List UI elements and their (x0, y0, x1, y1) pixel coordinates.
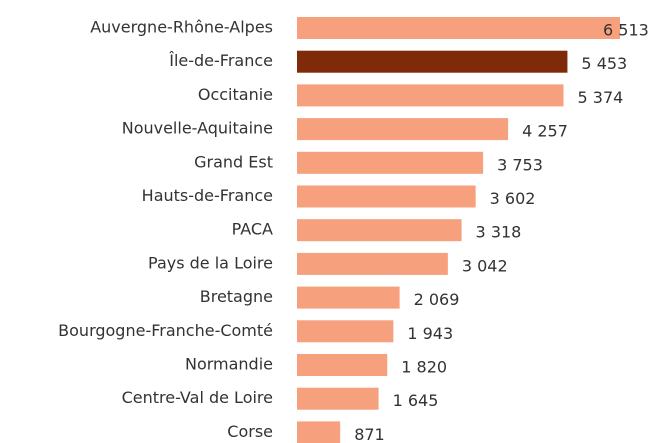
category-label: Pays de la Loire (148, 253, 273, 272)
category-label: Centre-Val de Loire (122, 388, 273, 407)
bar (297, 286, 400, 309)
category-label: Nouvelle-Aquitaine (122, 119, 273, 138)
category-label: Corse (227, 422, 273, 441)
value-label: 4 257 (522, 122, 568, 141)
value-label: 3 042 (462, 256, 508, 275)
bar (297, 185, 476, 208)
bar (297, 118, 509, 141)
category-label: Occitanie (198, 85, 273, 104)
value-label: 3 602 (490, 189, 536, 208)
bar (297, 151, 484, 174)
category-label: Île-de-France (168, 51, 273, 70)
category-label: Hauts-de-France (142, 186, 273, 205)
value-label: 1 943 (407, 324, 453, 343)
bar (297, 354, 388, 376)
value-label: 6 513 (603, 21, 649, 40)
bar (297, 50, 568, 73)
bar (297, 421, 341, 443)
category-label: PACA (232, 220, 273, 239)
bar (297, 219, 462, 242)
bar (297, 387, 379, 410)
value-label: 871 (354, 425, 385, 443)
category-label: Grand Est (194, 152, 273, 171)
value-label: 3 318 (476, 223, 522, 242)
value-label: 2 069 (414, 290, 460, 309)
value-label: 1 645 (393, 391, 439, 410)
value-label: 5 374 (578, 88, 624, 107)
category-label: Auvergne-Rhône-Alpes (90, 18, 273, 37)
bar (297, 252, 448, 275)
bar (297, 320, 394, 343)
bar (297, 17, 620, 39)
category-label: Normandie (185, 355, 273, 374)
value-label: 3 753 (497, 155, 543, 174)
category-label: Bretagne (200, 287, 273, 306)
value-label: 5 453 (581, 54, 627, 73)
category-label: Bourgogne-Franche-Comté (58, 321, 273, 340)
value-label: 1 820 (401, 358, 447, 377)
bar (297, 84, 564, 107)
